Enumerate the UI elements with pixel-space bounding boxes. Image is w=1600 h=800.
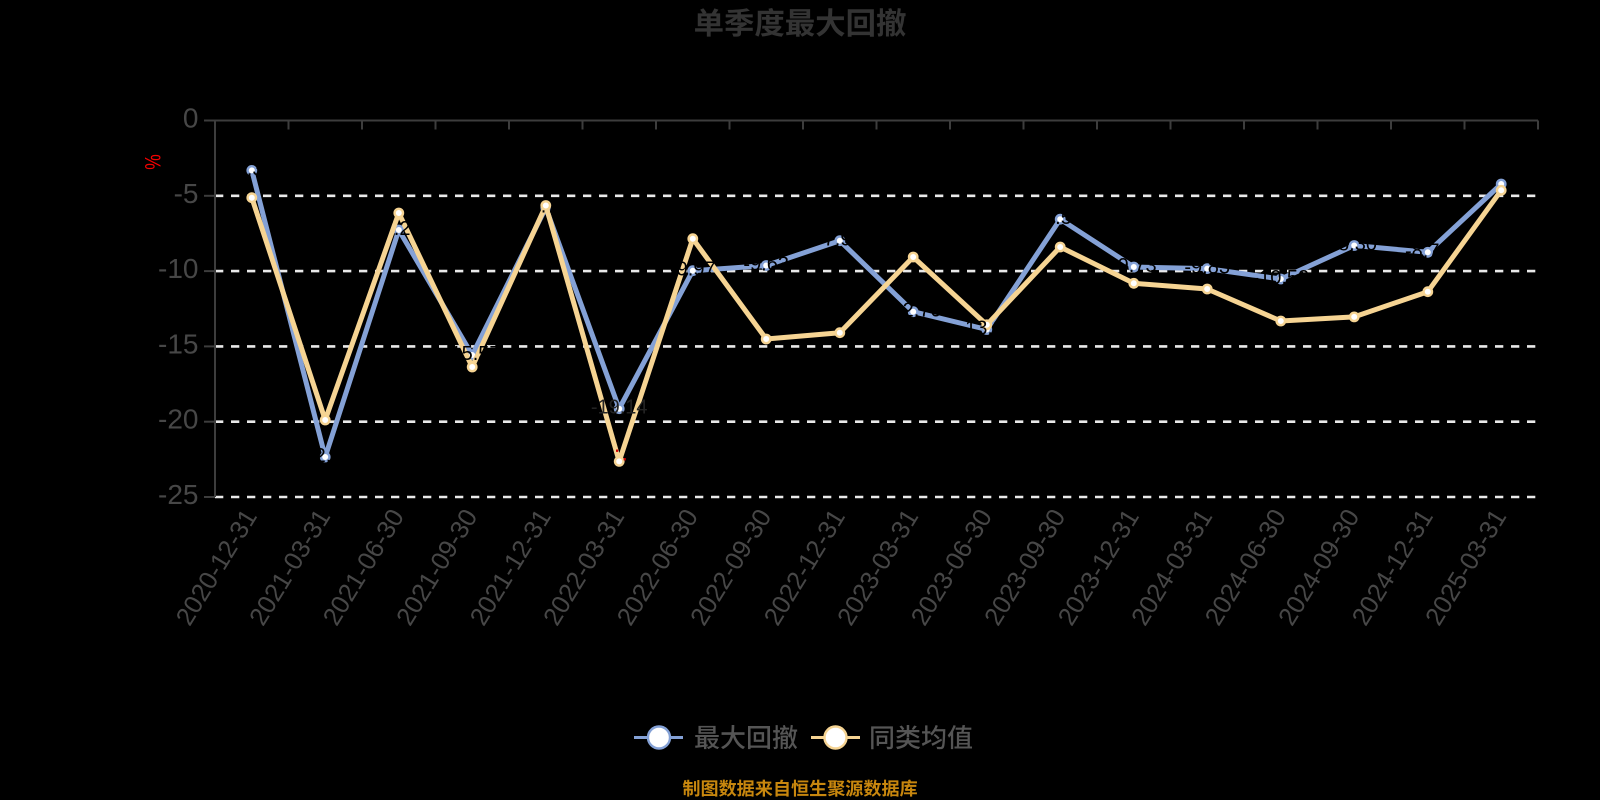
svg-text:-19.14: -19.14 — [591, 397, 648, 419]
svg-text:-5: -5 — [174, 178, 199, 209]
svg-text:-13.88: -13.88 — [958, 318, 1015, 340]
svg-text:-9.63: -9.63 — [743, 254, 789, 276]
svg-text:0: 0 — [183, 103, 199, 134]
svg-text:-8.30: -8.30 — [1331, 234, 1377, 256]
svg-text:-20: -20 — [158, 404, 198, 435]
svg-text:-7.98: -7.98 — [817, 229, 863, 251]
svg-text:-10: -10 — [158, 253, 198, 284]
svg-text:-15: -15 — [158, 328, 198, 359]
svg-text:-9.97: -9.97 — [670, 259, 716, 281]
svg-text:-22.34: -22.34 — [297, 445, 354, 467]
svg-text:%: % — [139, 154, 164, 170]
svg-text:-9.83: -9.83 — [1184, 257, 1230, 279]
svg-text:-15.57: -15.57 — [444, 343, 501, 365]
svg-text:-12.70: -12.70 — [885, 300, 942, 322]
svg-text:-25: -25 — [158, 479, 198, 510]
svg-text:-3.31: -3.31 — [229, 158, 275, 180]
svg-text:-10.52: -10.52 — [1252, 267, 1309, 289]
svg-text:-7.27: -7.27 — [376, 218, 422, 240]
svg-text:-6.55: -6.55 — [1037, 207, 1083, 229]
svg-text:-8.75: -8.75 — [1405, 240, 1451, 262]
svg-text:-9.73: -9.73 — [1111, 255, 1157, 277]
svg-text:-5.79: -5.79 — [523, 196, 569, 218]
